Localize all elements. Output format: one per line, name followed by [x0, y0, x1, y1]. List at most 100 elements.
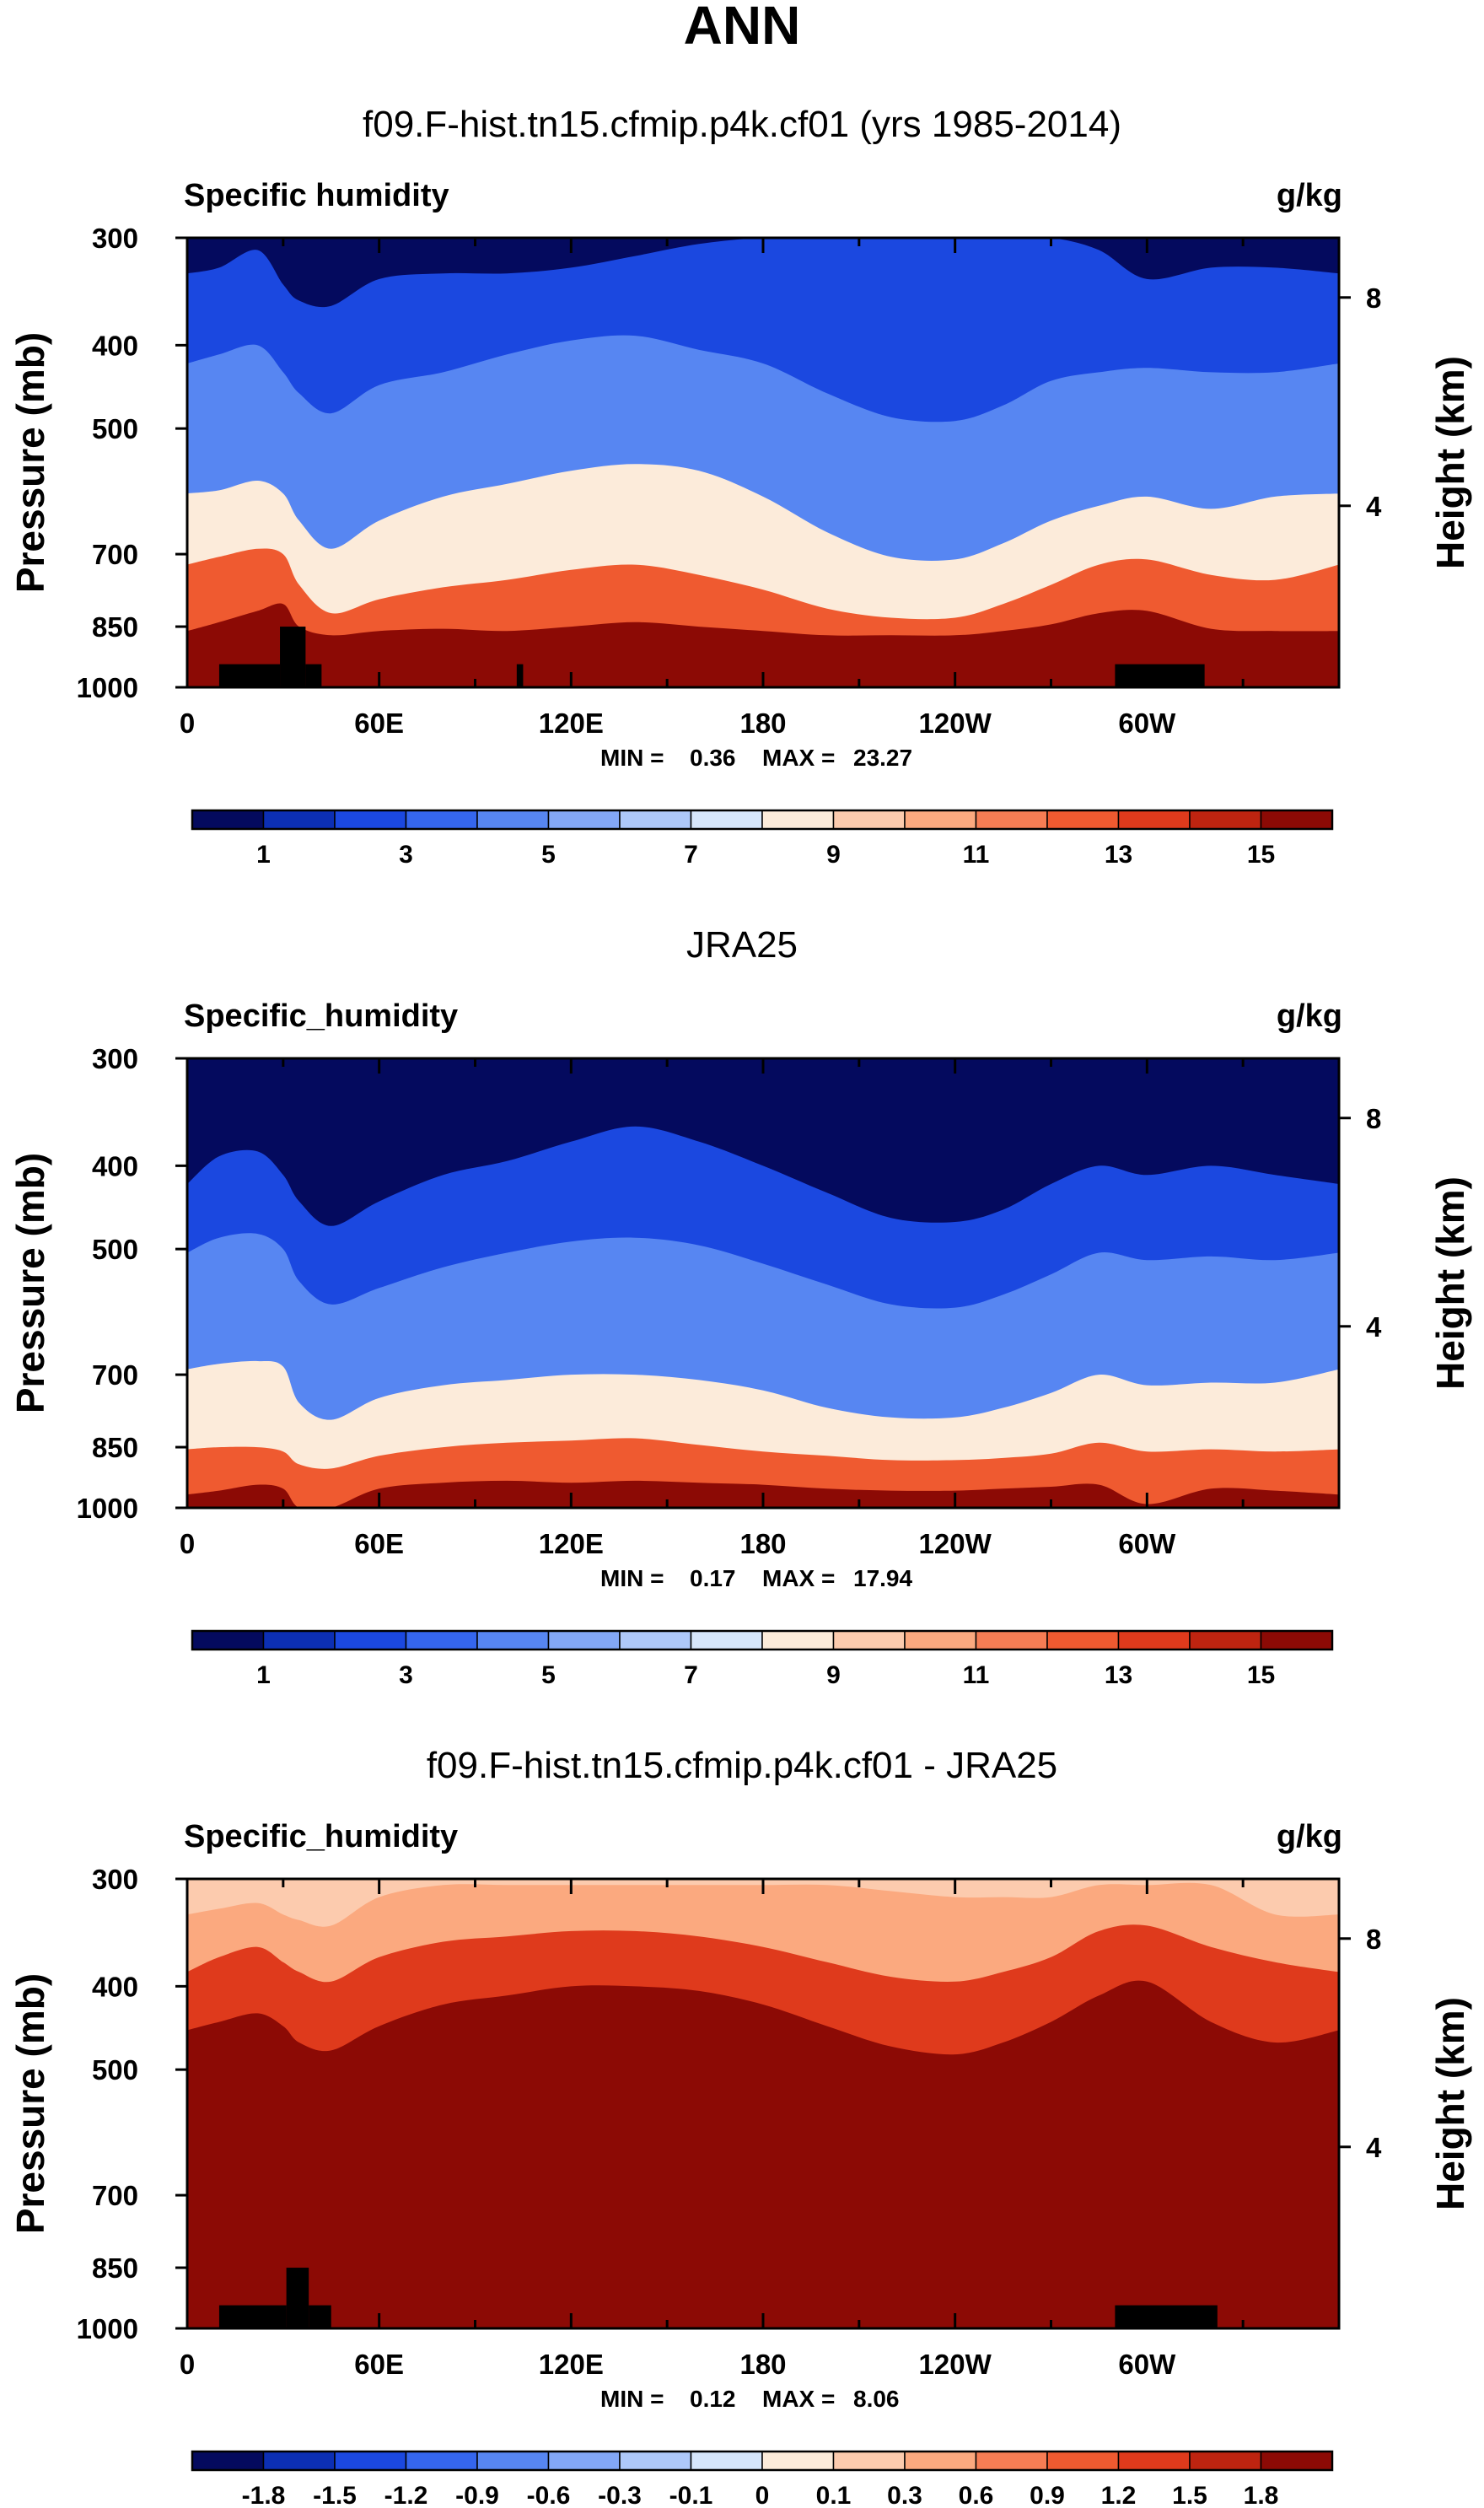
land-mask: [309, 2305, 331, 2328]
colorbar-label: 3: [399, 1661, 413, 1689]
max-label: MAX =: [762, 1565, 835, 1591]
y-tick-label: 700: [92, 2180, 138, 2211]
colorbar-box: [1046, 1630, 1120, 1650]
panel-title: f09.F-hist.tn15.cfmip.p4k.cf01 (yrs 1985…: [363, 104, 1121, 145]
height-tick-label: 4: [1366, 491, 1382, 522]
height-tick-label: 4: [1366, 1311, 1382, 1343]
colorbar-label: -0.3: [598, 2482, 642, 2508]
colorbar-box: [547, 810, 621, 830]
variable-label: Specific humidity: [184, 178, 449, 213]
colorbar-label: 13: [1105, 1661, 1132, 1689]
variable-label: Specific_humidity: [184, 1819, 458, 1854]
x-tick-label: 120W: [919, 2349, 992, 2380]
max-label: MAX =: [762, 745, 835, 771]
colorbar-label: 9: [826, 841, 841, 869]
min-label: MIN =: [600, 1565, 664, 1591]
colorbar-box: [547, 1630, 621, 1650]
colorbar-box: [690, 2451, 763, 2471]
colorbar-box: [1189, 2451, 1262, 2471]
colorbar-box: [619, 1630, 692, 1650]
panel-title: f09.F-hist.tn15.cfmip.p4k.cf01 - JRA25: [427, 1745, 1057, 1786]
variable-label: Specific_humidity: [184, 998, 458, 1034]
colorbar-label: -1.8: [242, 2482, 286, 2508]
x-tick-label: 120E: [539, 1528, 604, 1559]
x-tick-label: 0: [180, 708, 195, 739]
colorbar-label: 0: [755, 2482, 770, 2508]
colorbar-box: [476, 2451, 550, 2471]
units-label: g/kg: [1277, 1819, 1342, 1854]
colorbar-box: [1117, 810, 1191, 830]
panels: f09.F-hist.tn15.cfmip.p4k.cf01 (yrs 1985…: [8, 104, 1472, 2508]
colorbar-box: [690, 1630, 763, 1650]
panel-3: f09.F-hist.tn15.cfmip.p4k.cf01 - JRA25 Sp…: [8, 1745, 1472, 2508]
colorbar-box: [619, 2451, 692, 2471]
colorbar-box: [761, 1630, 835, 1650]
contour-plot: [187, 238, 1339, 687]
colorbar: 1 3 5 7 9 11 13 15: [191, 809, 1334, 869]
colorbar-box: [1117, 1630, 1191, 1650]
colorbar-box: [1046, 2451, 1120, 2471]
colorbar-label: 0.1: [816, 2482, 852, 2508]
x-tick-label: 0: [180, 2349, 195, 2380]
land-mask: [286, 2268, 309, 2328]
max-label: MAX =: [762, 2386, 835, 2412]
colorbar-label: 5: [541, 841, 556, 869]
y-axis-label: Pressure (mb): [8, 332, 52, 593]
x-tick-label: 120W: [919, 708, 992, 739]
colorbar-box: [1046, 810, 1120, 830]
colorbar-label: 0.9: [1030, 2482, 1065, 2508]
colorbar-box: [690, 810, 763, 830]
y-tick-label: 850: [92, 1432, 138, 1463]
height-tick-label: 8: [1366, 283, 1381, 314]
x-tick-label: 60W: [1118, 708, 1176, 739]
colorbar-label: -1.2: [384, 2482, 428, 2508]
colorbar-label: -0.1: [669, 2482, 713, 2508]
contour-plot: [187, 1058, 1339, 1508]
colorbar-box: [1260, 810, 1333, 830]
x-tick-label: 180: [739, 708, 786, 739]
colorbar-label: 1.2: [1101, 2482, 1137, 2508]
units-label: g/kg: [1277, 178, 1342, 213]
y-axis-label: Pressure (mb): [8, 1153, 52, 1413]
colorbar-box: [262, 810, 336, 830]
main-title: ANN: [684, 0, 801, 56]
colorbar-box: [476, 810, 550, 830]
colorbar-box: [405, 2451, 478, 2471]
colorbar-label: 11: [963, 1661, 990, 1689]
colorbar-box: [904, 2451, 977, 2471]
panel-1: f09.F-hist.tn15.cfmip.p4k.cf01 (yrs 1985…: [8, 104, 1472, 869]
x-tick-label: 180: [739, 2349, 786, 2380]
contour-band-15: [187, 603, 1339, 687]
land-mask: [218, 664, 281, 687]
max-value: 17.94: [853, 1565, 912, 1591]
colorbar-label: 1.8: [1244, 2482, 1279, 2508]
min-label: MIN =: [600, 2386, 664, 2412]
height-tick-label: 8: [1366, 1924, 1381, 1955]
panel-2: JRA25 Specific_humidity g/kg 0 60E 120E 180 120…: [8, 924, 1472, 1689]
colorbar-box: [191, 1630, 265, 1650]
y-tick-label: 1000: [77, 1493, 138, 1524]
colorbar-box: [832, 810, 906, 830]
colorbar-box: [975, 1630, 1048, 1650]
x-tick-label: 60W: [1118, 2349, 1176, 2380]
land-mask: [1115, 2305, 1218, 2328]
colorbar-box: [1189, 1630, 1262, 1650]
colorbar-box: [262, 2451, 336, 2471]
colorbar-label: 7: [684, 841, 698, 869]
colorbar-label: 1: [256, 841, 271, 869]
height-axis-label: Height (km): [1428, 1997, 1472, 2210]
max-value: 8.06: [853, 2386, 900, 2412]
min-value: 0.36: [690, 745, 736, 771]
y-tick-label: 300: [92, 223, 138, 254]
colorbar-label: 3: [399, 841, 413, 869]
land-mask: [305, 664, 322, 687]
y-tick-label: 1000: [77, 2313, 138, 2344]
colorbar-label: 7: [684, 1661, 698, 1689]
colorbar-label: 15: [1247, 841, 1275, 869]
colorbar-label: 0.6: [959, 2482, 994, 2508]
colorbar-label: 1: [256, 1661, 271, 1689]
colorbar-label: 9: [826, 1661, 841, 1689]
colorbar-box: [334, 810, 407, 830]
colorbar-label: -0.6: [527, 2482, 571, 2508]
